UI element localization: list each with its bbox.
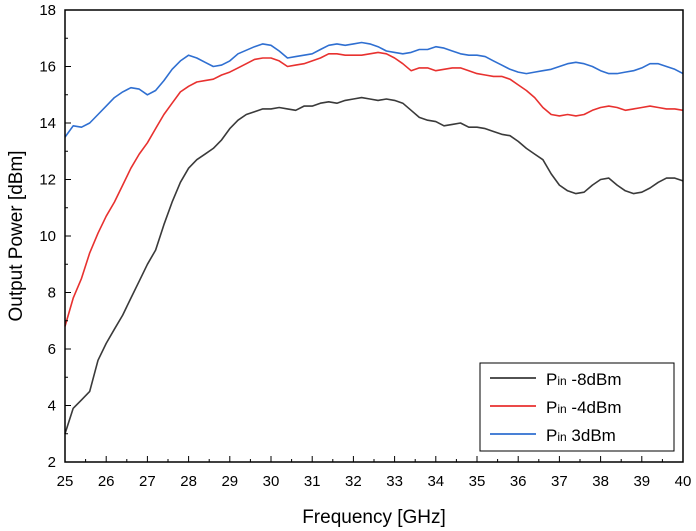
x-tick-label: 27 (139, 473, 156, 490)
x-tick-label: 40 (675, 473, 692, 490)
x-tick-label: 36 (510, 473, 527, 490)
y-tick-label: 2 (48, 454, 56, 471)
series-line-1 (64, 51, 684, 327)
x-tick-label: 29 (221, 473, 238, 490)
y-tick-label: 10 (39, 228, 56, 245)
legend-label: Pin -4dBm (546, 398, 621, 417)
y-tick-label: 12 (39, 172, 56, 189)
y-tick-label: 8 (48, 285, 56, 302)
x-tick-label: 34 (427, 473, 444, 490)
series-layer (64, 41, 684, 435)
x-axis-title: Frequency [GHz] (302, 507, 446, 528)
x-tick-label: 30 (263, 473, 280, 490)
legend-label: Pin 3dBm (546, 426, 616, 445)
x-tick-label: 33 (386, 473, 403, 490)
x-tick-label: 38 (592, 473, 609, 490)
y-tick-label: 16 (39, 59, 56, 76)
y-tick-label: 14 (39, 115, 56, 132)
series-line-0 (64, 96, 684, 435)
x-tick-label: 35 (469, 473, 486, 490)
x-tick-label: 39 (633, 473, 650, 490)
ticks-layer: 25 26 27 28 29 30 31 32 33 34 35 36 37 38 39 40 2 4 6 8 10 12… (39, 2, 691, 490)
legend-label: Pin -8dBm (546, 370, 621, 389)
y-tick-label: 4 (48, 398, 56, 415)
y-tick-label: 18 (39, 2, 56, 19)
x-tick-label: 26 (98, 473, 115, 490)
y-axis-title: Output Power [dBm] (6, 150, 27, 321)
x-tick-label: 37 (551, 473, 568, 490)
y-tick-label: 6 (48, 341, 56, 358)
legend: Pin -8dBm Pin -4dBm Pin 3dBm (479, 362, 675, 452)
x-tick-label: 28 (180, 473, 197, 490)
x-tick-label: 25 (57, 473, 74, 490)
x-tick-label: 31 (304, 473, 321, 490)
x-tick-label: 32 (345, 473, 362, 490)
series-line-2 (64, 41, 684, 138)
